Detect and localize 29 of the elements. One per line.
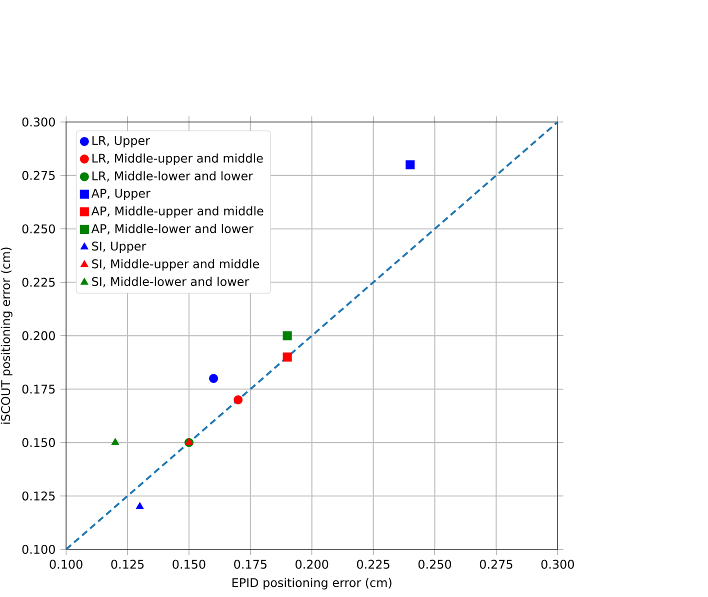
y-tick-label: 0.175 (22, 384, 55, 394)
y-tick-label: 0.250 (22, 224, 55, 234)
legend-label: LR, Middle-upper and middle (92, 154, 263, 166)
x-tick-label: 0.150 (172, 560, 206, 569)
x-axis-title: EPID positioning error (cm) (232, 578, 392, 590)
y-tick-label: 0.300 (22, 118, 55, 127)
x-tick-label: 0.200 (296, 560, 328, 569)
x-tick-label: 0.275 (480, 560, 512, 569)
legend-label: LR, Upper (92, 136, 150, 148)
x-tick-label: 0.125 (111, 560, 144, 569)
y-axis-title: iSCOUT positioning error (cm) (0, 248, 12, 424)
x-tick-label: 0.175 (234, 560, 266, 569)
legend-label: AP, Middle-upper and middle (91, 206, 264, 218)
y-tick-label: 0.225 (22, 278, 55, 287)
y-tick-label: 0.200 (22, 331, 55, 340)
legend-label: SI, Middle-lower and lower (92, 277, 250, 288)
legend-label: LR, Middle-lower and lower (92, 171, 254, 182)
x-tick-label: 0.100 (50, 560, 82, 569)
y-tick-label: 0.275 (22, 171, 55, 180)
legend-label: AP, Middle-lower and lower (91, 224, 254, 235)
x-tick-label: 0.225 (357, 560, 390, 569)
y-tick-label: 0.100 (22, 545, 55, 554)
legend-label: SI, Middle-upper and middle (92, 259, 260, 271)
x-tick-label: 0.300 (541, 560, 574, 569)
x-tick-label: 0.250 (418, 560, 452, 569)
legend-label: SI, Upper (92, 242, 146, 254)
y-tick-label: 0.125 (22, 492, 55, 501)
y-tick-label: 0.150 (22, 438, 55, 448)
legend-label: AP, Upper (91, 189, 150, 200)
